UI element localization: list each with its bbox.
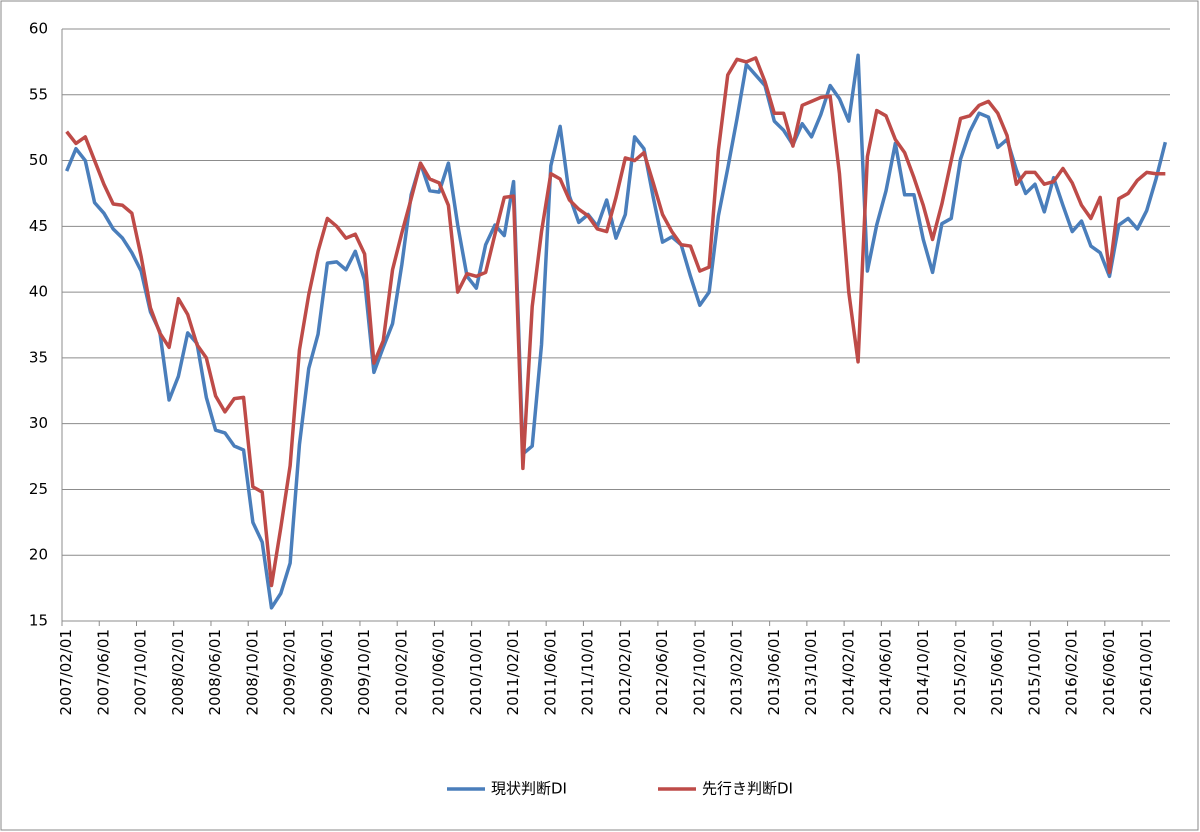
x-tick-label: 2013/10/01: [802, 629, 820, 715]
x-tick-label: 2011/06/01: [541, 629, 559, 715]
x-tick-label: 2009/06/01: [318, 629, 336, 715]
x-tick-label: 2008/02/01: [169, 629, 187, 715]
x-tick-label: 2010/06/01: [430, 629, 448, 715]
y-tick-label: 60: [29, 20, 48, 38]
x-tick-label: 2013/06/01: [765, 629, 783, 715]
x-tick-label: 2016/10/01: [1137, 629, 1155, 715]
x-tick-label: 2016/06/01: [1100, 629, 1118, 715]
x-tick-label: 2016/02/01: [1063, 629, 1081, 715]
x-tick-label: 2009/10/01: [355, 629, 373, 715]
x-tick-label: 2012/10/01: [690, 629, 708, 715]
x-tick-label: 2012/06/01: [653, 629, 671, 715]
x-tick-label: 2014/06/01: [877, 629, 895, 715]
y-tick-label: 20: [29, 546, 48, 564]
series-line: [65, 53, 1168, 610]
x-tick-label: 2015/02/01: [951, 629, 969, 715]
x-tick-label: 2012/02/01: [616, 629, 634, 715]
y-tick-label: 25: [29, 480, 48, 498]
y-tick-label: 55: [29, 85, 48, 103]
x-tick-label: 2014/02/01: [839, 629, 857, 715]
legend-label: 先行き判断DI: [702, 780, 793, 798]
x-tick-label: 2014/10/01: [914, 629, 932, 715]
series-line: [65, 56, 1166, 588]
y-tick-label: 50: [29, 151, 48, 169]
legend-label: 現状判断DI: [491, 780, 567, 798]
y-tick-label: 35: [29, 348, 48, 366]
x-tick-label: 2013/02/01: [728, 629, 746, 715]
x-tick-label: 2007/10/01: [132, 629, 150, 715]
y-tick-label: 40: [29, 283, 48, 301]
x-tick-label: 2007/06/01: [94, 629, 112, 715]
x-tick-label: 2008/06/01: [206, 629, 224, 715]
x-tick-label: 2007/02/01: [57, 629, 75, 715]
x-tick-label: 2015/10/01: [1025, 629, 1043, 715]
y-tick-label: 15: [29, 612, 48, 630]
x-tick-label: 2015/06/01: [988, 629, 1006, 715]
x-tick-label: 2010/02/01: [392, 629, 410, 715]
y-tick-label: 30: [29, 414, 48, 432]
x-tick-label: 2011/02/01: [504, 629, 522, 715]
x-tick-label: 2009/02/01: [281, 629, 299, 715]
x-tick-label: 2010/10/01: [467, 629, 485, 715]
x-tick-label: 2011/10/01: [579, 629, 597, 715]
y-tick-label: 45: [29, 217, 48, 235]
x-tick-label: 2008/10/01: [243, 629, 261, 715]
